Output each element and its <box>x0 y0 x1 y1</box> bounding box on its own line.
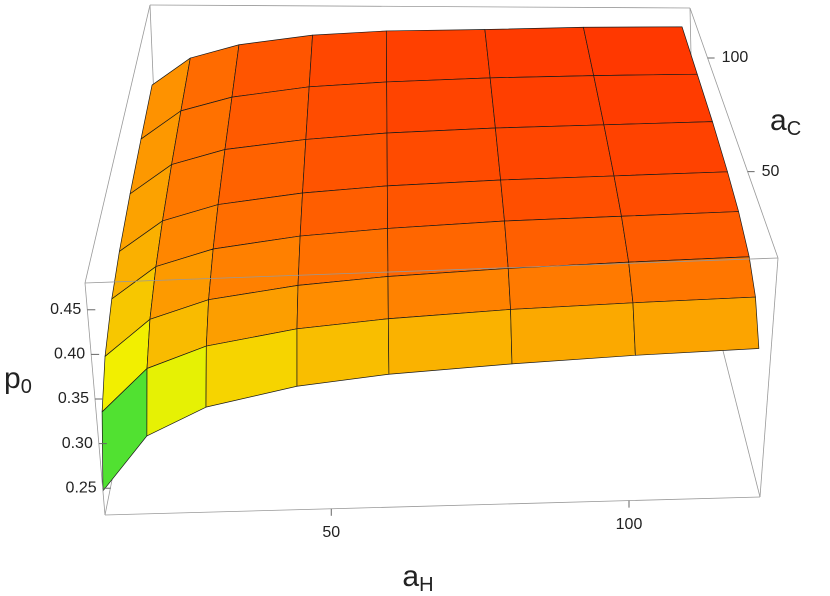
surface-patch <box>632 296 760 356</box>
z-tick-label: 0.40 <box>54 346 85 363</box>
surface-patch <box>224 86 310 150</box>
surface-patch <box>386 179 505 229</box>
x-axis-label: aH <box>402 560 433 596</box>
surface-patch <box>500 175 622 222</box>
surface-patch <box>489 75 605 129</box>
x-label-main: a <box>402 560 419 593</box>
surface-patch <box>296 318 390 387</box>
box-edge <box>149 4 691 9</box>
y-label-sub: C <box>787 118 801 140</box>
surface-patch <box>603 121 728 177</box>
z-tick-label: 0.30 <box>62 435 93 452</box>
surface-patch <box>308 30 388 88</box>
surface-patch <box>583 26 698 76</box>
surface-patch <box>628 256 756 304</box>
surface-patch <box>621 211 750 263</box>
x-tick-label: 50 <box>322 524 340 541</box>
y-label-main: a <box>770 104 787 137</box>
x-label-sub: H <box>419 574 433 596</box>
surface-patch <box>484 26 595 79</box>
box-edge <box>84 4 151 284</box>
surface-patch <box>387 309 513 375</box>
surface-patch <box>297 228 389 286</box>
surface-patch <box>385 29 491 83</box>
surface-patch <box>386 127 501 187</box>
box-edge <box>104 496 761 516</box>
x-tick-label: 100 <box>616 516 643 533</box>
z-label-sub: 0 <box>21 376 32 398</box>
surface-patch <box>510 302 636 365</box>
y-tick-label: 50 <box>762 163 780 180</box>
z-label-main: p <box>4 362 21 395</box>
plot-layer: 50 100 50 100 0.25 0.30 0.35 0.40 0.45 <box>50 4 780 541</box>
surface-patch <box>593 73 713 126</box>
y-axis-label: aC <box>770 104 801 140</box>
surface-patch <box>613 171 739 217</box>
surface-patch <box>504 215 630 269</box>
box-edge <box>759 257 779 498</box>
box-edge <box>84 257 779 284</box>
surface-patch <box>495 124 615 181</box>
surface-patch <box>386 77 496 134</box>
z-tick-label: 0.45 <box>50 301 81 318</box>
z-axis-label: p0 <box>4 362 32 398</box>
y-tick-label: 100 <box>722 49 749 66</box>
surface-patch <box>299 185 388 237</box>
box-edge <box>689 7 779 259</box>
surface-patch <box>507 261 634 310</box>
z-tick-label: 0.25 <box>66 479 97 496</box>
surface-patch <box>302 132 388 194</box>
surface-patch <box>305 81 388 140</box>
z-tick-label: 0.35 <box>58 390 89 407</box>
